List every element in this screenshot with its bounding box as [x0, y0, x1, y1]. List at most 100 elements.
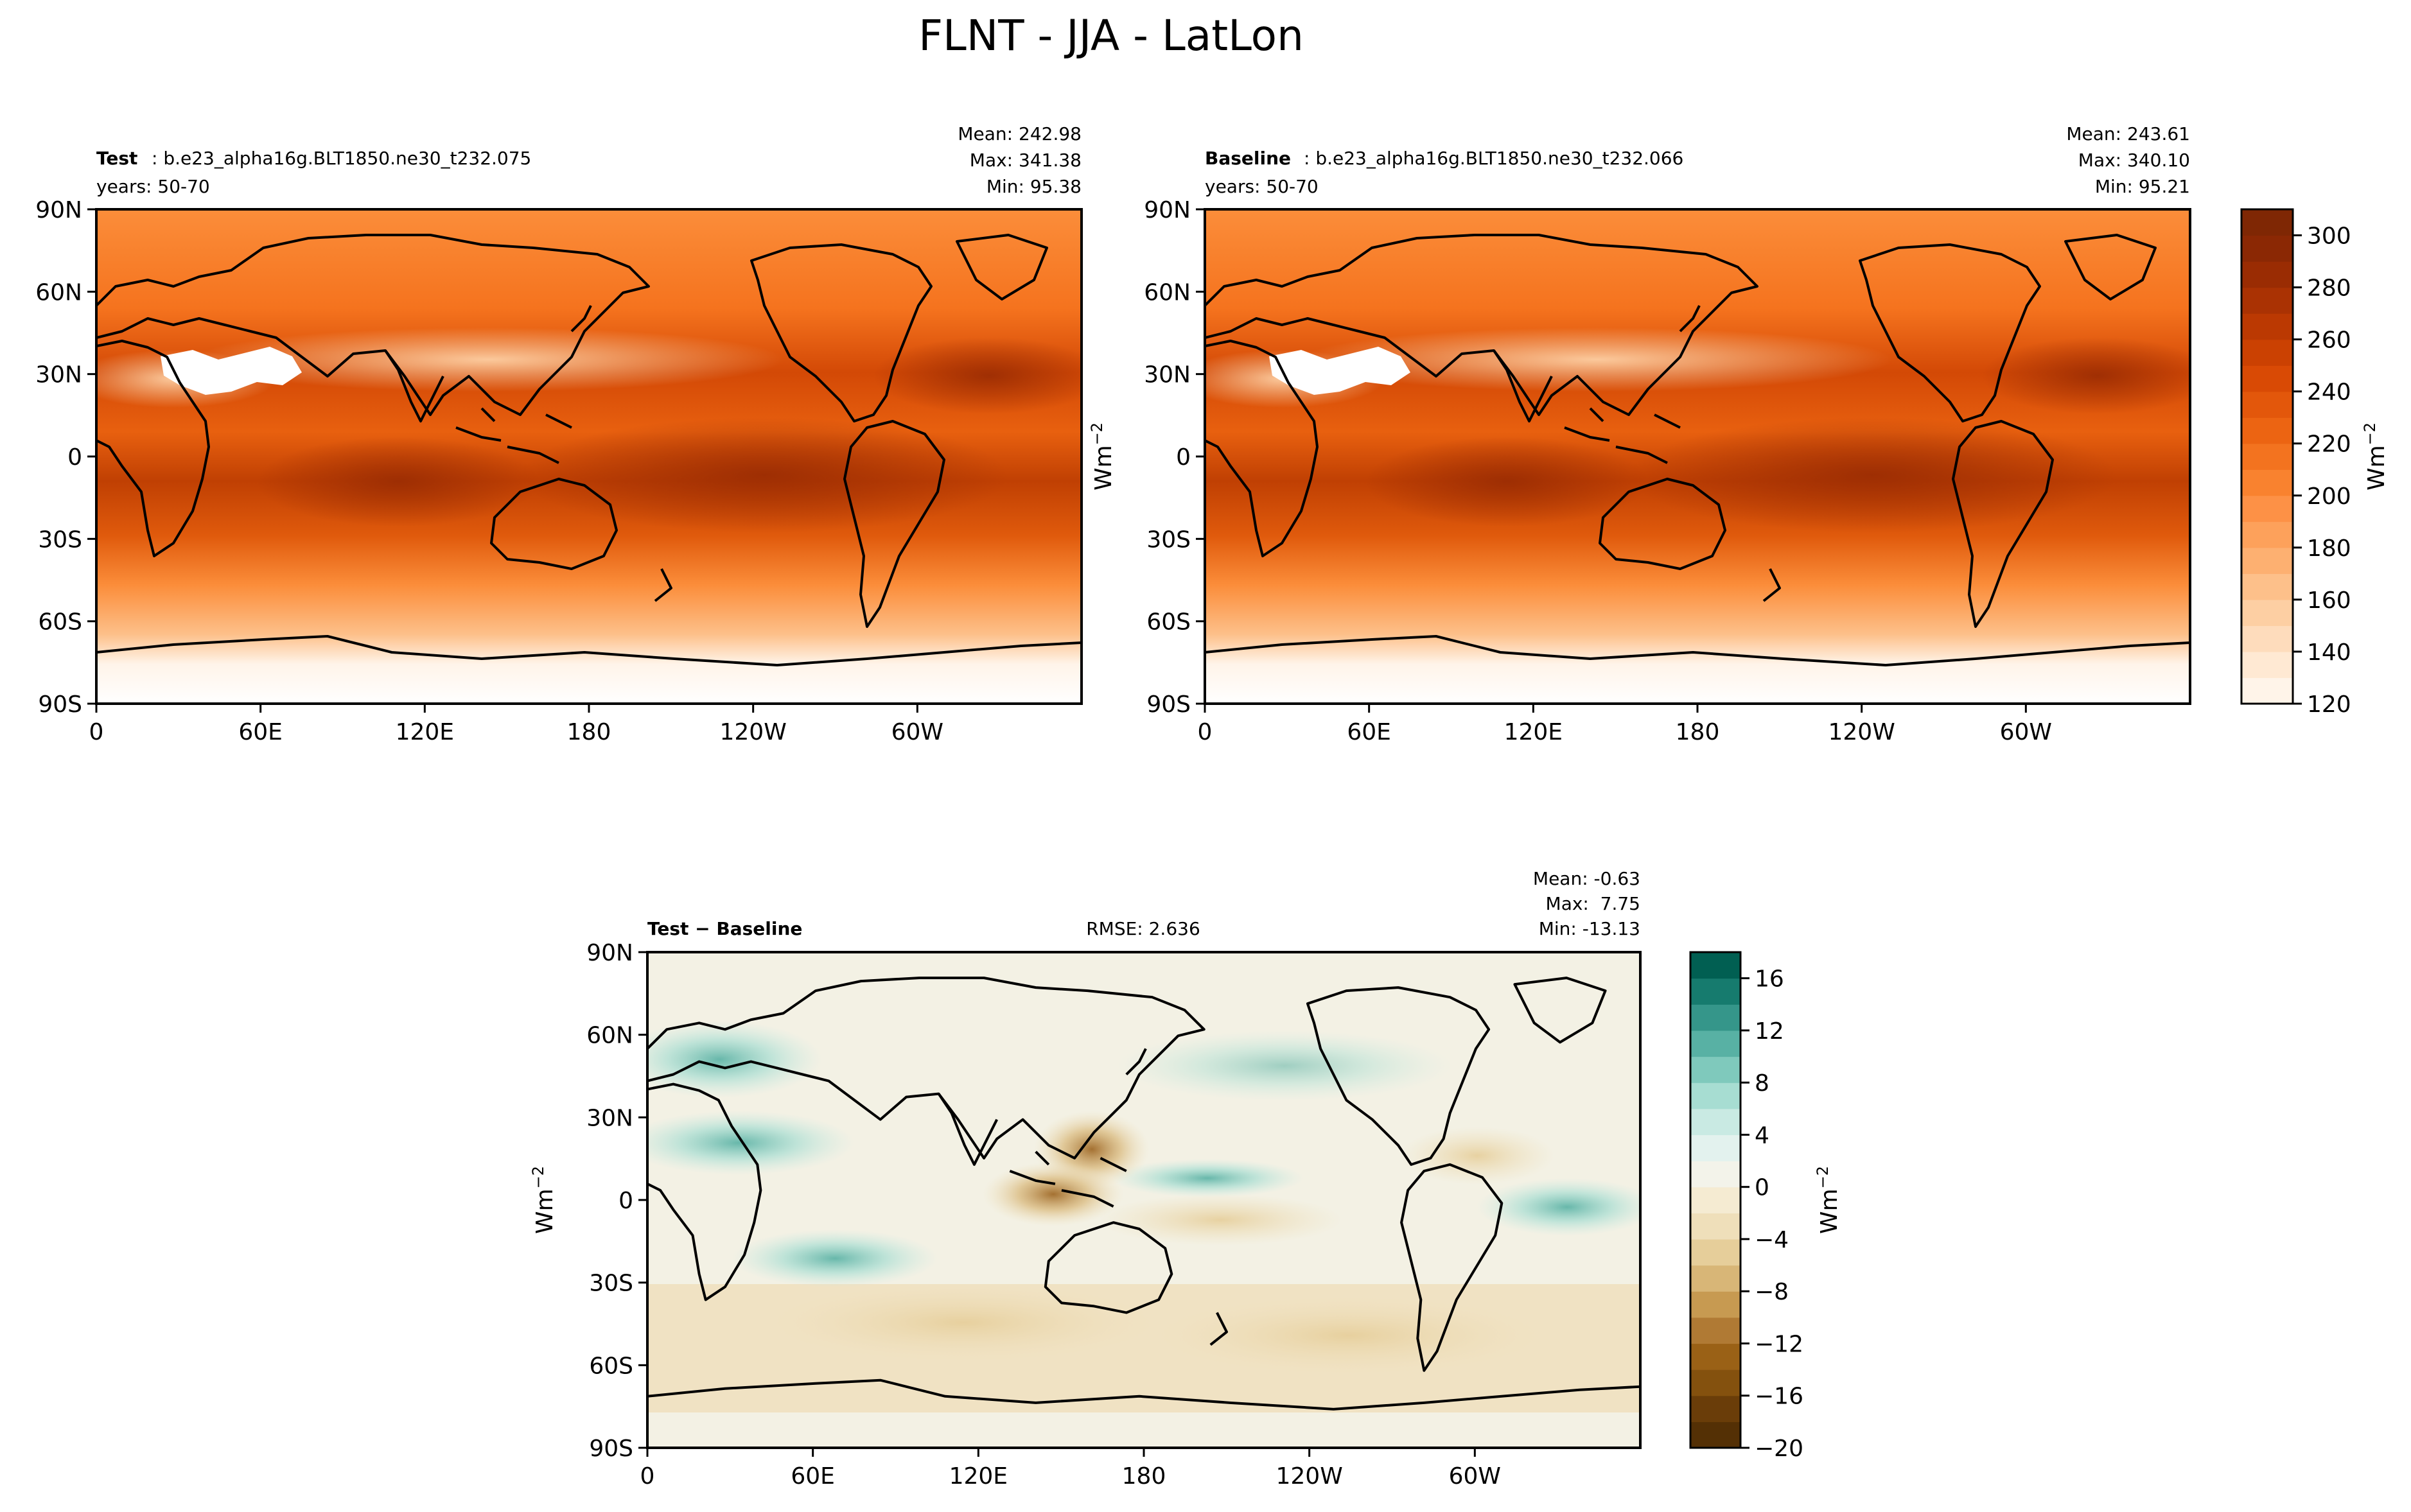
colorbar-main-segment — [2241, 287, 2293, 314]
baseline-ytick-label: 0 — [1176, 444, 1191, 471]
colorbar-diff-tick-label: −20 — [1755, 1436, 1803, 1462]
figure-title: FLNT - JJA - LatLon — [918, 11, 1304, 60]
diff-stat-min: Min: -13.13 — [1539, 918, 1640, 939]
diff-ylabel: Wm−2 — [529, 1166, 558, 1234]
baseline-ytick-label: 30S — [1146, 526, 1191, 553]
diff-xticks: 0 60E 120E 180 120W 60W — [640, 1448, 1501, 1490]
baseline-warm-pool-pacific — [1629, 417, 2117, 533]
test-xtick-label: 120W — [720, 719, 787, 745]
colorbar-diff-tick-label: 16 — [1755, 966, 1784, 993]
diff-teal-africa — [647, 1111, 854, 1175]
colorbar-main-tick-label: 160 — [2307, 587, 2351, 614]
baseline-cool-tropics — [1301, 327, 1892, 392]
colorbar-main-left-label-exponent: −2 — [1088, 422, 1106, 445]
colorbar-main-segment — [2241, 339, 2293, 366]
test-ytick-label: 30S — [38, 526, 82, 553]
diff-ytick-label: 60S — [589, 1353, 633, 1379]
baseline-xtick-label: 120E — [1504, 719, 1563, 745]
baseline-xtick-label: 0 — [1198, 719, 1213, 745]
colorbar-diff-frame — [1689, 951, 1742, 1449]
colorbar-diff-segment — [1690, 1317, 1740, 1344]
test-ytick-label: 60S — [38, 609, 82, 636]
colorbar-main-segment — [2241, 651, 2293, 679]
baseline-missing-region — [1269, 347, 1410, 395]
test-years: years: 50-70 — [96, 176, 210, 197]
colorbar-main-segment — [2241, 469, 2293, 496]
colorbar-main-label: Wm−2 — [2361, 422, 2390, 491]
baseline-ytick-label: 90N — [1144, 197, 1191, 223]
baseline-years: years: 50-70 — [1205, 176, 1319, 197]
test-warm-pool-pacific — [520, 417, 1008, 533]
baseline-xtick-label: 60E — [1347, 719, 1391, 745]
diff-teal-northatlantic — [647, 1021, 822, 1098]
colorbar-diff-segment — [1690, 1108, 1740, 1136]
colorbar-diff-segment — [1690, 1369, 1740, 1396]
colorbar-main-segment — [2241, 209, 2293, 236]
test-ytick-label: 60N — [35, 279, 82, 306]
baseline-stat-mean: Mean: 243.61 — [2066, 123, 2190, 144]
colorbar-diff-tick-label: 12 — [1755, 1018, 1784, 1045]
colorbar-main-segment — [2241, 443, 2293, 470]
svg-text:Wm−2: Wm−2 — [2361, 422, 2390, 491]
diff-xtick-label: 180 — [1122, 1463, 1166, 1490]
colorbar-main-segment — [2241, 547, 2293, 574]
colorbar-main-segment — [2241, 417, 2293, 444]
colorbar-main-frame — [2240, 208, 2294, 705]
colorbar-diff-label-exponent: −2 — [1814, 1166, 1832, 1188]
baseline-xticks: 0 60E 120E 180 120W 60W — [1198, 704, 2052, 745]
diff-ytick-label: 30S — [589, 1271, 633, 1297]
test-xtick-label: 0 — [89, 719, 104, 745]
colorbar-diff-segments — [1690, 952, 1740, 1448]
colorbar-diff-segment — [1690, 1213, 1740, 1240]
difference-panel: 90N 60N 30N 0 30S 60S 90S 0 60E 120E 180 120W 60W T… — [529, 868, 1642, 1490]
diff-teal-atlantic — [1477, 1178, 1640, 1236]
test-ytick-label: 90S — [38, 691, 82, 718]
diff-xtick-label: 60E — [791, 1463, 835, 1490]
colorbar-diff-ticks: 16 12 8 4 0 −4 −8 −12 −16 −20 — [1740, 966, 1803, 1462]
colorbar-diff-tick-label: 8 — [1755, 1070, 1769, 1097]
diff-xtick-label: 60W — [1449, 1463, 1501, 1490]
test-xtick-label: 60W — [891, 719, 943, 745]
colorbar-main-segment — [2241, 599, 2293, 627]
diff-xtick-label: 120E — [949, 1463, 1008, 1490]
colorbar-main-tick-label: 260 — [2307, 327, 2351, 354]
baseline-xtick-label: 60W — [2000, 719, 2052, 745]
baseline-ytick-label: 60N — [1144, 279, 1191, 306]
test-label-rest: : b.e23_alpha16g.BLT1850.ne30_t232.075 — [152, 148, 531, 169]
colorbar-main-tick-label: 300 — [2307, 223, 2351, 250]
diff-tan-south-2 — [1156, 1297, 1541, 1374]
test-cool-tropics — [193, 327, 784, 392]
diff-ytick-label: 90N — [586, 940, 633, 966]
colorbar-main-segment — [2241, 261, 2293, 288]
colorbar-main-tick-label: 180 — [2307, 535, 2351, 562]
colorbar-diff-segment — [1690, 1343, 1740, 1370]
colorbar-main-segment — [2241, 365, 2293, 392]
colorbar-main-segments — [2241, 209, 2293, 704]
colorbar-main-ticks: 120 140 160 180 200 220 240 260 280 300 — [2293, 223, 2351, 718]
baseline-warm-indian — [1365, 437, 1648, 526]
baseline-xtick-label: 180 — [1676, 719, 1720, 745]
baseline-yticks: 90N 60N 30N 0 30S 60S 90S — [1144, 197, 1205, 718]
colorbar-diff-segment — [1690, 1134, 1740, 1161]
diff-xtick-label: 120W — [1276, 1463, 1343, 1490]
colorbar-diff: 16 12 8 4 0 −4 −8 −12 −16 −20 Wm−2 — [1689, 951, 1843, 1462]
colorbar-main-tick-label: 120 — [2307, 691, 2351, 718]
colorbar-main-segment — [2241, 235, 2293, 262]
colorbar-diff-tick-label: −16 — [1755, 1384, 1803, 1410]
colorbar-main-segment — [2241, 573, 2293, 600]
diff-yticks: 90N 60N 30N 0 30S 60S 90S — [586, 940, 647, 1462]
baseline-label-rest: : b.e23_alpha16g.BLT1850.ne30_t232.066 — [1304, 148, 1683, 169]
colorbar-diff-segment — [1690, 1395, 1740, 1422]
diff-tan-atlantic — [1400, 1127, 1554, 1185]
test-ytick-label: 0 — [67, 444, 82, 471]
diff-label: Test − Baseline — [647, 918, 802, 939]
test-warm-pool-atlantic — [873, 337, 1082, 414]
colorbar-diff-segment — [1690, 1238, 1740, 1266]
test-ytick-label: 30N — [35, 362, 82, 388]
colorbar-main-segment — [2241, 313, 2293, 340]
colorbar-main-tick-label: 140 — [2307, 639, 2351, 666]
svg-text:Wm−2: Wm−2 — [1814, 1166, 1843, 1234]
colorbar-diff-segment — [1690, 1421, 1740, 1448]
diff-teal-pacific — [1111, 1159, 1304, 1197]
